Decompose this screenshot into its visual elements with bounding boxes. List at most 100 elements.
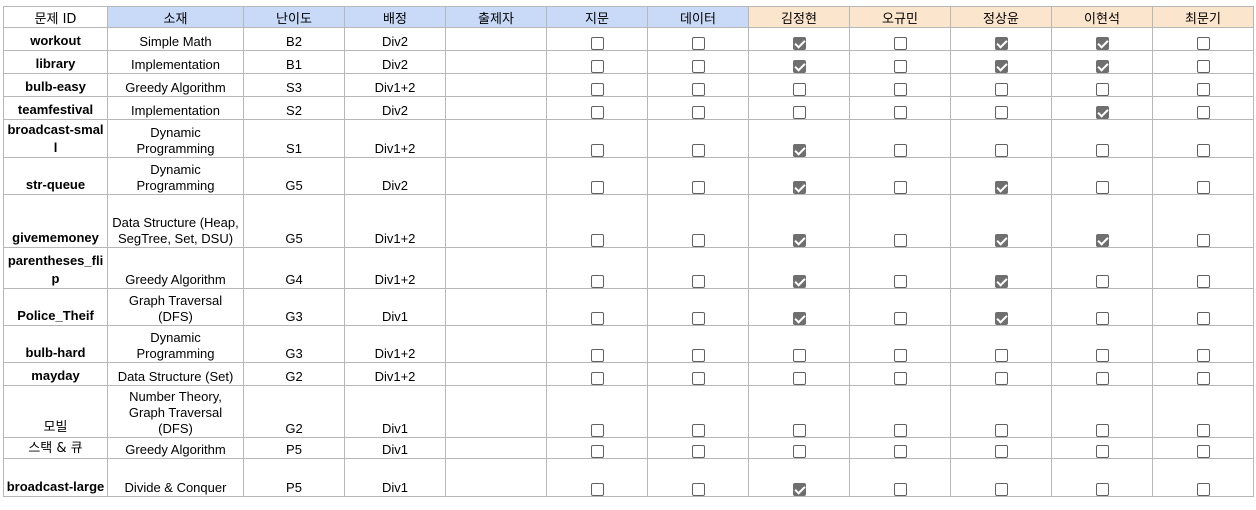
statement-checkbox[interactable] bbox=[590, 349, 604, 362]
category-cell[interactable]: Greedy Algorithm bbox=[107, 247, 244, 289]
header-id[interactable]: 문제 ID bbox=[3, 6, 108, 28]
reviewer-3-checkbox[interactable] bbox=[994, 181, 1008, 194]
difficulty-cell[interactable]: P5 bbox=[243, 437, 345, 459]
reviewer-5-checkbox[interactable] bbox=[1196, 37, 1210, 50]
reviewer-5-checkbox[interactable] bbox=[1196, 60, 1210, 73]
reviewer-3-checkbox[interactable] bbox=[994, 424, 1008, 437]
reviewer-5-checkbox[interactable] bbox=[1196, 483, 1210, 496]
author-cell[interactable] bbox=[445, 96, 547, 120]
reviewer-1-checkbox[interactable] bbox=[792, 181, 806, 194]
reviewer-4-checkbox[interactable] bbox=[1095, 372, 1109, 385]
reviewer-4-checkbox[interactable] bbox=[1095, 312, 1109, 325]
difficulty-cell[interactable]: S2 bbox=[243, 96, 345, 120]
statement-checkbox[interactable] bbox=[590, 37, 604, 50]
difficulty-cell[interactable]: G3 bbox=[243, 288, 345, 326]
author-cell[interactable] bbox=[445, 119, 547, 158]
data-checkbox[interactable] bbox=[691, 37, 705, 50]
difficulty-cell[interactable]: S1 bbox=[243, 119, 345, 158]
reviewer-1-checkbox[interactable] bbox=[792, 60, 806, 73]
problem-id-cell[interactable]: str-queue bbox=[3, 157, 108, 195]
header-reviewer-4[interactable]: 이현석 bbox=[1051, 6, 1153, 28]
reviewer-1-checkbox[interactable] bbox=[792, 234, 806, 247]
data-checkbox[interactable] bbox=[691, 181, 705, 194]
reviewer-3-checkbox[interactable] bbox=[994, 144, 1008, 157]
data-checkbox[interactable] bbox=[691, 424, 705, 437]
division-cell[interactable]: Div1 bbox=[344, 288, 446, 326]
problem-id-cell[interactable]: library bbox=[3, 50, 108, 74]
reviewer-1-checkbox[interactable] bbox=[792, 106, 806, 119]
author-cell[interactable] bbox=[445, 362, 547, 386]
reviewer-1-checkbox[interactable] bbox=[792, 83, 806, 96]
data-checkbox[interactable] bbox=[691, 60, 705, 73]
author-cell[interactable] bbox=[445, 73, 547, 97]
division-cell[interactable]: Div2 bbox=[344, 27, 446, 51]
reviewer-4-checkbox[interactable] bbox=[1095, 106, 1109, 119]
reviewer-1-checkbox[interactable] bbox=[792, 424, 806, 437]
header-author[interactable]: 출제자 bbox=[445, 6, 547, 28]
reviewer-3-checkbox[interactable] bbox=[994, 483, 1008, 496]
reviewer-2-checkbox[interactable] bbox=[893, 83, 907, 96]
reviewer-1-checkbox[interactable] bbox=[792, 372, 806, 385]
reviewer-2-checkbox[interactable] bbox=[893, 60, 907, 73]
reviewer-1-checkbox[interactable] bbox=[792, 312, 806, 325]
reviewer-4-checkbox[interactable] bbox=[1095, 483, 1109, 496]
problem-id-cell[interactable]: broadcast-large bbox=[3, 458, 108, 497]
author-cell[interactable] bbox=[445, 247, 547, 289]
reviewer-5-checkbox[interactable] bbox=[1196, 312, 1210, 325]
division-cell[interactable]: Div1 bbox=[344, 385, 446, 438]
data-checkbox[interactable] bbox=[691, 483, 705, 496]
reviewer-4-checkbox[interactable] bbox=[1095, 349, 1109, 362]
reviewer-2-checkbox[interactable] bbox=[893, 424, 907, 437]
reviewer-5-checkbox[interactable] bbox=[1196, 234, 1210, 247]
reviewer-2-checkbox[interactable] bbox=[893, 144, 907, 157]
author-cell[interactable] bbox=[445, 458, 547, 497]
reviewer-4-checkbox[interactable] bbox=[1095, 181, 1109, 194]
problem-id-cell[interactable]: mayday bbox=[3, 362, 108, 386]
category-cell[interactable]: Implementation bbox=[107, 96, 244, 120]
division-cell[interactable]: Div2 bbox=[344, 96, 446, 120]
reviewer-5-checkbox[interactable] bbox=[1196, 424, 1210, 437]
author-cell[interactable] bbox=[445, 385, 547, 438]
problem-id-cell[interactable]: parentheses_flip bbox=[3, 247, 108, 289]
reviewer-1-checkbox[interactable] bbox=[792, 349, 806, 362]
division-cell[interactable]: Div1+2 bbox=[344, 194, 446, 248]
difficulty-cell[interactable]: G4 bbox=[243, 247, 345, 289]
reviewer-5-checkbox[interactable] bbox=[1196, 83, 1210, 96]
difficulty-cell[interactable]: S3 bbox=[243, 73, 345, 97]
difficulty-cell[interactable]: G3 bbox=[243, 325, 345, 363]
reviewer-3-checkbox[interactable] bbox=[994, 312, 1008, 325]
problem-id-cell[interactable]: broadcast-small bbox=[3, 119, 108, 158]
statement-checkbox[interactable] bbox=[590, 144, 604, 157]
category-cell[interactable]: Implementation bbox=[107, 50, 244, 74]
reviewer-4-checkbox[interactable] bbox=[1095, 445, 1109, 458]
category-cell[interactable]: Greedy Algorithm bbox=[107, 73, 244, 97]
statement-checkbox[interactable] bbox=[590, 424, 604, 437]
author-cell[interactable] bbox=[445, 288, 547, 326]
reviewer-5-checkbox[interactable] bbox=[1196, 349, 1210, 362]
category-cell[interactable]: Simple Math bbox=[107, 27, 244, 51]
problem-id-cell[interactable]: teamfestival bbox=[3, 96, 108, 120]
statement-checkbox[interactable] bbox=[590, 106, 604, 119]
category-cell[interactable]: Greedy Algorithm bbox=[107, 437, 244, 459]
division-cell[interactable]: Div2 bbox=[344, 157, 446, 195]
reviewer-2-checkbox[interactable] bbox=[893, 372, 907, 385]
data-checkbox[interactable] bbox=[691, 106, 705, 119]
division-cell[interactable]: Div1 bbox=[344, 458, 446, 497]
reviewer-1-checkbox[interactable] bbox=[792, 144, 806, 157]
reviewer-3-checkbox[interactable] bbox=[994, 349, 1008, 362]
data-checkbox[interactable] bbox=[691, 372, 705, 385]
reviewer-3-checkbox[interactable] bbox=[994, 372, 1008, 385]
problem-id-cell[interactable]: Police_Theif bbox=[3, 288, 108, 326]
reviewer-1-checkbox[interactable] bbox=[792, 445, 806, 458]
problem-id-cell[interactable]: 모빌 bbox=[3, 385, 108, 438]
division-cell[interactable]: Div1+2 bbox=[344, 119, 446, 158]
data-checkbox[interactable] bbox=[691, 234, 705, 247]
reviewer-4-checkbox[interactable] bbox=[1095, 83, 1109, 96]
category-cell[interactable]: Dynamic Programming bbox=[107, 157, 244, 195]
header-division[interactable]: 배정 bbox=[344, 6, 446, 28]
data-checkbox[interactable] bbox=[691, 312, 705, 325]
problem-id-cell[interactable]: bulb-easy bbox=[3, 73, 108, 97]
reviewer-1-checkbox[interactable] bbox=[792, 37, 806, 50]
reviewer-4-checkbox[interactable] bbox=[1095, 60, 1109, 73]
difficulty-cell[interactable]: B1 bbox=[243, 50, 345, 74]
